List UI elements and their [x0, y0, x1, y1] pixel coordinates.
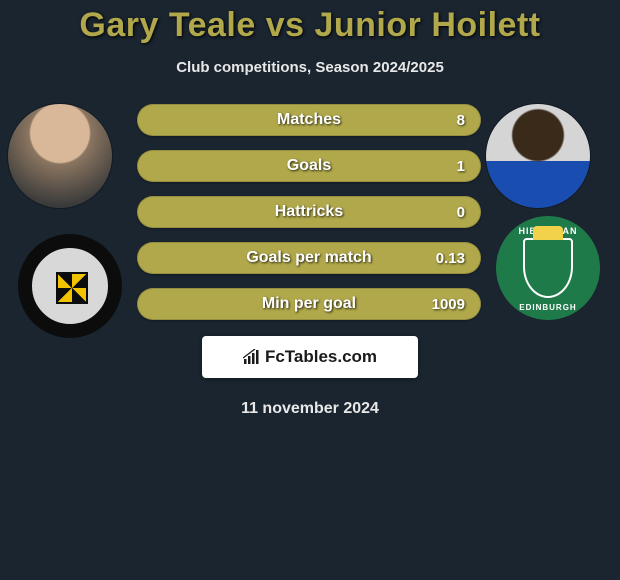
- player-left-crest: [18, 234, 122, 338]
- stat-row-goals: Goals 1: [137, 150, 481, 182]
- crest-right-bot-text: EDINBURGH: [496, 303, 600, 312]
- branding-text: FcTables.com: [265, 347, 377, 367]
- branding-badge: FcTables.com: [202, 336, 418, 378]
- stat-row-goals-per-match: Goals per match 0.13: [137, 242, 481, 274]
- page-subtitle: Club competitions, Season 2024/2025: [0, 59, 620, 76]
- stat-row-min-per-goal: Min per goal 1009: [137, 288, 481, 320]
- player-right-crest: HIBERNIAN EDINBURGH: [496, 216, 600, 320]
- comparison-area: HIBERNIAN EDINBURGH Matches 8 Goals 1 Ha…: [0, 104, 620, 334]
- stat-row-hattricks: Hattricks 0: [137, 196, 481, 228]
- date-text: 11 november 2024: [0, 400, 620, 418]
- page-title: Gary Teale vs Junior Hoilett: [0, 0, 620, 45]
- stat-label: Goals per match: [246, 249, 371, 267]
- stats-list: Matches 8 Goals 1 Hattricks 0 Goals per …: [137, 104, 481, 334]
- stat-right-value: 0: [457, 204, 465, 221]
- player-left-avatar: [8, 104, 112, 208]
- chart-icon: [243, 349, 259, 365]
- stat-label: Goals: [287, 157, 331, 175]
- stat-label: Min per goal: [262, 295, 356, 313]
- stat-right-value: 1: [457, 158, 465, 175]
- stat-row-matches: Matches 8: [137, 104, 481, 136]
- player-right-avatar: [486, 104, 590, 208]
- stat-right-value: 1009: [432, 296, 465, 313]
- stat-label: Hattricks: [275, 203, 343, 221]
- stat-right-value: 0.13: [436, 250, 465, 267]
- stat-label: Matches: [277, 111, 341, 129]
- stat-right-value: 8: [457, 112, 465, 129]
